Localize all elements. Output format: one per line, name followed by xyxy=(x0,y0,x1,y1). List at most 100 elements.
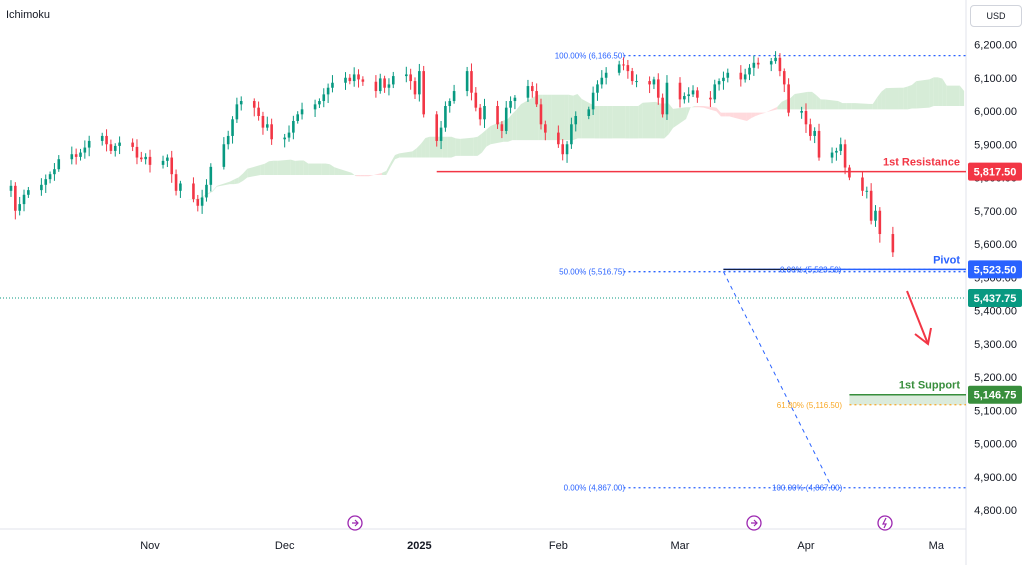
cloud-segment xyxy=(916,79,930,109)
candle xyxy=(209,163,213,192)
candle xyxy=(352,67,356,87)
cloud-segment xyxy=(942,78,947,107)
candle-body xyxy=(726,72,730,78)
candle-body xyxy=(848,167,851,178)
candle-body xyxy=(40,184,43,191)
cloud-segment xyxy=(216,181,230,187)
cloud-segment xyxy=(629,106,634,139)
cloud-segment xyxy=(477,133,482,156)
cloud-segment xyxy=(303,160,309,176)
candle-body xyxy=(874,210,877,221)
candle xyxy=(717,78,721,91)
cloud-segment xyxy=(851,103,856,110)
y-tick-label: 5,700.00 xyxy=(974,206,1017,218)
candle-body xyxy=(470,71,473,93)
event-icon[interactable] xyxy=(347,515,363,531)
indicator-label[interactable]: Ichimoku xyxy=(6,9,51,21)
cloud-segment xyxy=(351,172,356,177)
x-tick-label: Ma xyxy=(929,540,945,552)
cloud-segment xyxy=(938,77,943,107)
forecast-arrow xyxy=(906,290,929,345)
cloud-segment xyxy=(777,101,782,110)
cloud-segment xyxy=(673,107,687,128)
candle xyxy=(391,71,395,89)
price-tag xyxy=(968,385,1022,404)
candle xyxy=(596,80,599,101)
candle-body xyxy=(27,190,30,195)
candle xyxy=(470,63,473,101)
candle xyxy=(27,186,30,198)
candle-body xyxy=(448,101,452,107)
cloud-segment xyxy=(547,94,552,141)
y-tick-label: 5,300.00 xyxy=(974,339,1017,351)
candle-body xyxy=(283,137,286,140)
cloud-segment xyxy=(390,155,396,167)
candle xyxy=(835,147,838,161)
candle-body xyxy=(557,132,560,145)
candle-body xyxy=(500,124,504,131)
candle xyxy=(804,103,808,133)
candle xyxy=(296,111,300,124)
candle xyxy=(561,139,565,161)
candle-body xyxy=(743,74,747,80)
candle-body xyxy=(170,157,174,175)
cloud-segment xyxy=(551,94,565,141)
cloud-segment xyxy=(816,95,821,110)
candle xyxy=(565,141,569,163)
price-tag xyxy=(968,260,1022,279)
cloud-segment xyxy=(229,179,235,185)
candle-body xyxy=(530,86,534,92)
candle xyxy=(600,70,604,89)
cloud-segment xyxy=(186,198,200,200)
event-icon[interactable] xyxy=(746,515,762,531)
fib-label: 100.00% (6,166.50) xyxy=(555,52,626,61)
candle xyxy=(383,75,386,93)
candle xyxy=(604,67,608,85)
candle-body xyxy=(200,197,204,206)
forecast-arrowhead xyxy=(914,327,932,346)
y-tick-label: 6,100.00 xyxy=(974,73,1017,85)
candle-body xyxy=(574,115,578,125)
candle-body xyxy=(683,96,686,100)
candle-body xyxy=(70,154,74,160)
candle xyxy=(861,171,864,196)
candle xyxy=(348,74,352,85)
cloud-segment xyxy=(295,160,300,176)
candle-body xyxy=(648,81,651,85)
cloud-segment xyxy=(260,163,265,176)
candle-body xyxy=(265,124,269,128)
candle-body xyxy=(378,78,382,92)
candle xyxy=(131,138,134,152)
candle xyxy=(691,85,695,98)
cloud-segment xyxy=(355,175,361,177)
cloud-segment xyxy=(490,120,504,145)
candle-body xyxy=(865,190,869,192)
candle-body xyxy=(226,135,230,145)
x-tick-label: Nov xyxy=(140,540,160,552)
candle xyxy=(891,226,895,257)
event-icon[interactable] xyxy=(877,515,893,531)
candle-body xyxy=(843,144,847,168)
candle xyxy=(869,183,873,225)
cloud-segment xyxy=(642,101,656,139)
candle-body xyxy=(483,106,486,120)
currency-selector[interactable]: USD xyxy=(970,5,1022,27)
candle xyxy=(109,139,113,155)
cloud-segment xyxy=(594,106,600,139)
candle-body xyxy=(148,156,152,165)
y-tick-label: 4,800.00 xyxy=(974,505,1017,517)
candle xyxy=(683,92,686,104)
cloud-segment xyxy=(577,93,582,139)
cloud-segment xyxy=(395,153,400,160)
candle-body xyxy=(465,71,469,92)
candle xyxy=(570,117,573,149)
level-name: 1st Support xyxy=(899,380,960,392)
cloud-segment xyxy=(473,136,478,156)
candle xyxy=(452,84,456,104)
candle-body xyxy=(205,184,208,198)
candle xyxy=(70,146,74,165)
candle xyxy=(513,95,517,110)
candle xyxy=(283,133,286,148)
cloud-segment xyxy=(208,190,213,195)
